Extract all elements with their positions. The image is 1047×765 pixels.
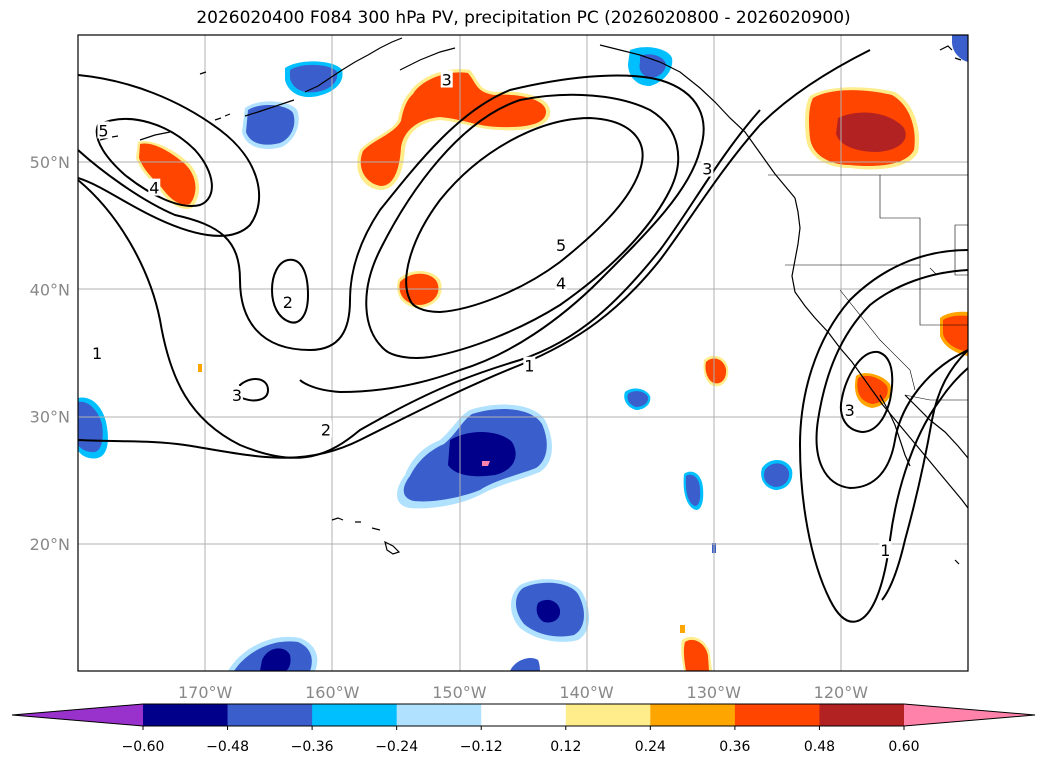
- pv-contour-label: 5: [556, 236, 566, 255]
- colorbar-level-label: −0.12: [460, 739, 503, 755]
- contour-label-bg: [701, 159, 714, 177]
- colorbar: −0.60 −0.48 −0.36 −0.24 −0.12 0.12 0.24 0.36 0.4…: [11, 703, 1036, 755]
- lon-tick-label: 140°W: [559, 683, 614, 702]
- colorbar-level-label: −0.24: [375, 739, 418, 755]
- colorbar-extend-low: [12, 704, 143, 726]
- pv-contour-label: 4: [149, 179, 159, 198]
- lon-tick-label: 160°W: [305, 683, 360, 702]
- colorbar-level-label: 0.36: [719, 739, 750, 755]
- pv-contours: [78, 49, 968, 623]
- colorbar-segment: [227, 704, 313, 726]
- colorbar-segment: [650, 704, 736, 726]
- lon-tick-label: 150°W: [432, 683, 487, 702]
- colorbar-extend-high: [904, 704, 1035, 726]
- colorbar-level-label: −0.60: [122, 739, 165, 755]
- colorbar-level-label: 0.12: [550, 739, 581, 755]
- contour-label-bg: [148, 178, 161, 196]
- contour-label-bg: [523, 356, 536, 374]
- contour-label-bg: [319, 420, 332, 438]
- colorbar-segment: [481, 704, 567, 726]
- colorbar-segment: [819, 704, 905, 726]
- colorbar-segment: [396, 704, 482, 726]
- contour-label-bg: [91, 344, 104, 361]
- colorbar-level-label: 0.60: [888, 739, 919, 755]
- colorbar-segment: [312, 704, 398, 726]
- lon-tick-label: 120°W: [814, 683, 869, 702]
- pv-contour-label: 1: [524, 357, 534, 376]
- colorbar-segment: [143, 704, 229, 726]
- lat-tick-label: 50°N: [30, 153, 70, 172]
- pv-contour-label: 3: [702, 160, 712, 179]
- colorbar-segment: [734, 704, 820, 726]
- contour-label-bg: [440, 70, 453, 88]
- colorbar-segment: [565, 704, 651, 726]
- pv-contour-label: 3: [845, 401, 855, 420]
- lat-tick-label: 30°N: [30, 408, 70, 427]
- coastlines: [99, 37, 968, 565]
- pv-contour-label: 3: [232, 386, 242, 405]
- chart-title: 2026020400 F084 300 hPa PV, precipitatio…: [196, 8, 851, 28]
- lat-tick-label: 40°N: [30, 280, 70, 299]
- contour-label-bg: [281, 293, 294, 311]
- gridlines: [78, 35, 968, 671]
- pv-contour-label: 1: [880, 541, 890, 560]
- contour-label-bg: [230, 385, 243, 403]
- latitude-tick-labels: 50°N 40°N 30°N 20°N: [30, 153, 70, 554]
- contour-label-bg: [555, 274, 568, 292]
- pv-contour-label: 3: [442, 71, 452, 90]
- colorbar-level-label: 0.48: [804, 739, 835, 755]
- pv-contour-labels: 5 4 3 3 5 4 2 1 1 3 2 3 1: [91, 70, 892, 560]
- lat-tick-label: 20°N: [30, 535, 70, 554]
- pv-contour-label: 2: [321, 420, 331, 439]
- contour-label-bg: [879, 541, 892, 559]
- pv-contour-label: 5: [98, 121, 108, 140]
- pv-contour-label: 2: [283, 293, 293, 312]
- map-content: 5 4 3 3 5 4 2 1 1 3 2 3 1: [78, 35, 968, 671]
- lon-tick-label: 130°W: [687, 683, 742, 702]
- neg-precip-corner-ne: [952, 35, 968, 62]
- lon-tick-label: 170°W: [178, 683, 233, 702]
- longitude-tick-labels: 170°W 160°W 150°W 140°W 130°W 120°W: [178, 683, 868, 702]
- contour-label-bg: [843, 401, 856, 419]
- map-frame: [77, 34, 969, 672]
- colorbar-level-label: −0.48: [206, 739, 249, 755]
- colorbar-level-label: −0.36: [291, 739, 334, 755]
- contour-label-bg: [97, 121, 110, 139]
- pv-contour-label: 4: [556, 274, 566, 293]
- contour-label-bg: [555, 235, 568, 253]
- colorbar-level-label: 0.24: [635, 739, 666, 755]
- pv-contour-label: 1: [92, 344, 102, 363]
